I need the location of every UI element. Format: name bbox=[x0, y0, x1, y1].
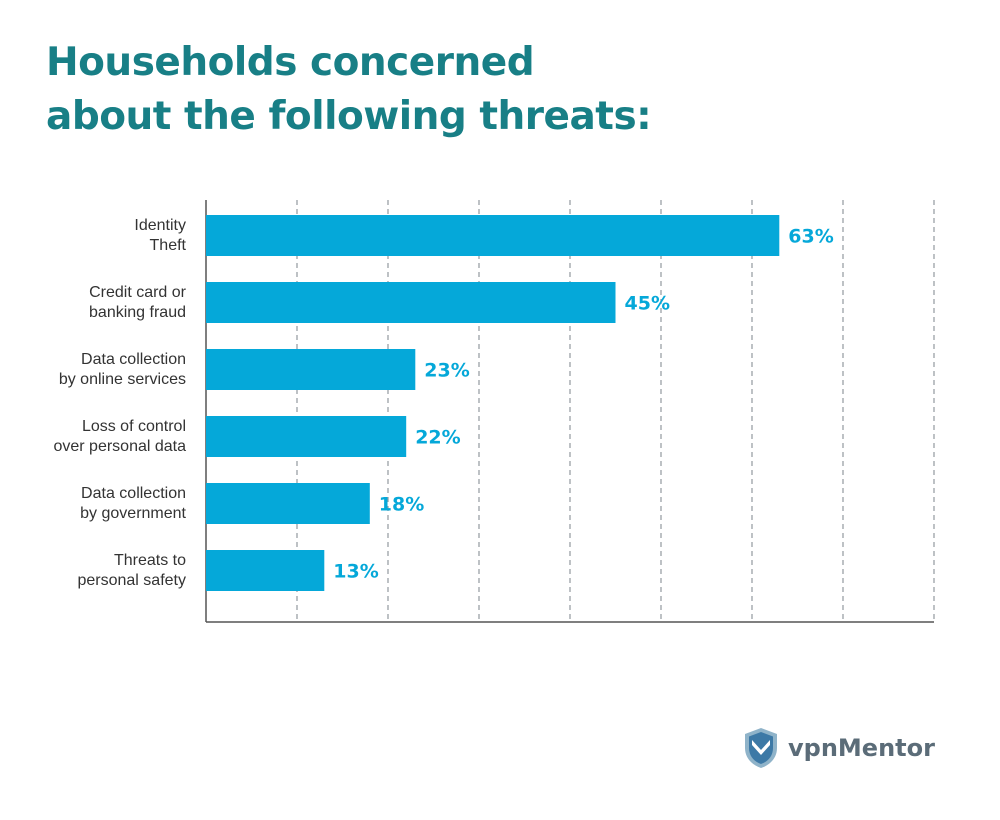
category-label: Data collection bbox=[81, 485, 186, 502]
bar bbox=[206, 483, 370, 524]
bar-chart: 63% Identity Theft 45% Credit card or banking… bbox=[53, 200, 935, 623]
category-label: Theft bbox=[150, 237, 187, 254]
data-label: 63% bbox=[788, 226, 833, 248]
category-label: Data collection bbox=[81, 351, 186, 368]
shield-icon bbox=[745, 728, 777, 768]
data-label: 18% bbox=[379, 494, 424, 516]
bar bbox=[206, 416, 407, 457]
category-label: Identity bbox=[134, 217, 186, 234]
category-label: by government bbox=[80, 505, 186, 522]
bar bbox=[206, 282, 616, 323]
category-label: banking fraud bbox=[89, 304, 186, 321]
vpnmentor-logo: vpnMentor bbox=[742, 726, 935, 770]
data-label: 13% bbox=[333, 561, 378, 583]
category-label: over personal data bbox=[53, 438, 186, 455]
logo-text: vpnMentor bbox=[788, 734, 935, 762]
bar bbox=[206, 550, 325, 591]
data-label: 45% bbox=[625, 293, 670, 315]
bar bbox=[206, 215, 780, 256]
category-label: Threats to bbox=[114, 552, 186, 569]
category-label: personal safety bbox=[77, 572, 186, 589]
category-label: by online services bbox=[59, 371, 186, 388]
data-label: 22% bbox=[415, 427, 460, 449]
category-label: Credit card or bbox=[89, 284, 187, 301]
logo-text-mentor: Mentor bbox=[837, 734, 935, 762]
logo-text-vpn: vpn bbox=[788, 734, 838, 762]
chart-title: Households concerned about the following… bbox=[46, 36, 652, 144]
bar bbox=[206, 349, 416, 390]
data-label: 23% bbox=[424, 360, 469, 382]
title-line-2: about the following threats: bbox=[46, 94, 652, 139]
category-label: Loss of control bbox=[82, 418, 186, 435]
title-line-1: Households concerned bbox=[46, 40, 535, 85]
